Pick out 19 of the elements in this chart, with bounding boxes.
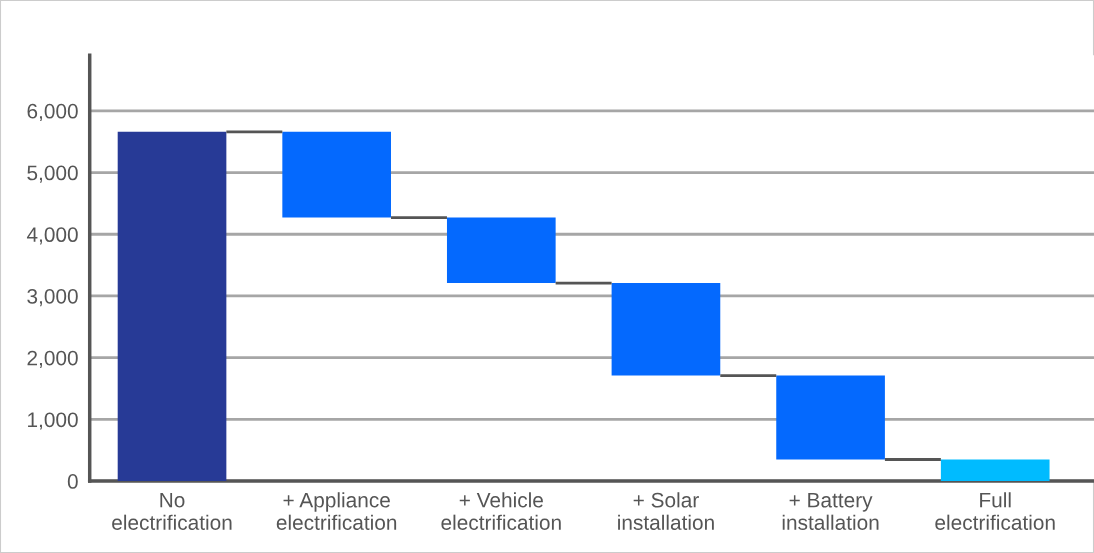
x-tick-label: No electrification [112,492,232,530]
bar [282,131,391,218]
y-tick-label: 3,000 [27,288,78,307]
y-tick-label: 6,000 [27,103,78,122]
x-tick-label: + Battery installation [782,492,879,530]
x-tick-label: + Solar installation [618,492,714,530]
bar [446,217,556,284]
y-tick-label: 0 [67,474,78,489]
y-tick-label: 2,000 [27,350,78,368]
x-tick-label: + Appliance electrification [276,492,397,530]
y-tick-label: 4,000 [26,227,78,245]
x-tick-label: + Vehicle electrification [441,492,561,530]
bar [940,459,1050,482]
y-tick-label: 5,000 [27,165,78,183]
bar [611,283,721,376]
bar [776,375,885,460]
y-tick-label: 1,000 [28,412,78,430]
bar [117,131,227,482]
x-tick-label: Full electrification [935,492,1055,530]
